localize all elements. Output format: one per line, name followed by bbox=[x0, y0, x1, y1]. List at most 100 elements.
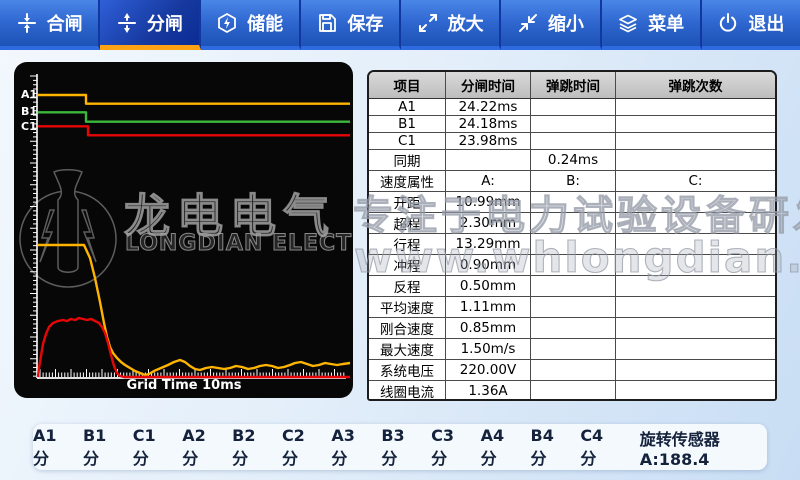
tab-close[interactable]: 合闸 bbox=[0, 0, 101, 50]
row-label: 反程 bbox=[369, 276, 446, 296]
row-value1: 24.18ms bbox=[446, 116, 531, 132]
table-body: A1 24.22ms B1 24.18ms C1 23.98ms 同期 0.24… bbox=[369, 99, 775, 399]
row-value3: C: bbox=[688, 173, 703, 189]
row-value1: 23.98ms bbox=[446, 133, 531, 149]
row-label: 刚合速度 bbox=[369, 318, 446, 338]
row-value1: 10.99mm bbox=[446, 192, 531, 212]
row-value1: 0.90mm bbox=[446, 255, 531, 275]
row-value2: B: bbox=[531, 171, 616, 191]
table-row: 平均速度 1.11mm bbox=[369, 297, 775, 318]
tab-save[interactable]: 保存 bbox=[300, 0, 401, 50]
phase-status-item: B3 分 bbox=[381, 425, 405, 468]
table-row: C1 23.98ms bbox=[369, 133, 775, 150]
row-label: A1 bbox=[369, 99, 446, 115]
zoom-in-icon bbox=[417, 12, 439, 34]
table-row: 同期 0.24ms bbox=[369, 150, 775, 171]
logo-watermark-icon bbox=[19, 169, 117, 288]
phase-status-item: C2 分 bbox=[281, 425, 305, 468]
trace-B1 bbox=[38, 111, 350, 123]
row-value1 bbox=[446, 150, 531, 170]
header-bounce-time: 弹跳时间 bbox=[531, 72, 616, 98]
tab-label: 缩小 bbox=[547, 14, 584, 35]
row-value3 bbox=[616, 360, 775, 380]
row-value2 bbox=[531, 339, 616, 359]
row-value2 bbox=[531, 318, 616, 338]
trace-label-c1: C1 bbox=[21, 120, 37, 133]
row-label: 系统电压 bbox=[369, 360, 446, 380]
phase-status-item: C1 分 bbox=[132, 425, 156, 468]
trace-label-a1: A1 bbox=[21, 88, 38, 101]
exit-icon bbox=[717, 12, 739, 34]
row-value2 bbox=[531, 213, 616, 233]
oscillogram-panel: 龙电电气 LONGDIAN ELECTRIC A1 B1 C1 Grid Tim… bbox=[14, 62, 353, 398]
row-value3 bbox=[616, 234, 775, 254]
row-value2: 0.24ms bbox=[531, 150, 616, 170]
tab-label: 菜单 bbox=[648, 14, 685, 35]
row-value1: A: bbox=[446, 171, 531, 191]
table-header-row: 项目 分闸时间 弹跳时间 弹跳次数 bbox=[369, 72, 775, 99]
tab-label: 保存 bbox=[347, 14, 384, 35]
row-value2 bbox=[531, 133, 616, 149]
row-value3 bbox=[616, 133, 775, 149]
chart-watermark-cn: 龙电电气 bbox=[123, 188, 336, 243]
row-value2 bbox=[531, 192, 616, 212]
row-label: 平均速度 bbox=[369, 297, 446, 317]
row-value1: 1.36A bbox=[446, 381, 531, 399]
phase-status-item: C4 分 bbox=[580, 425, 604, 468]
row-value3 bbox=[616, 213, 775, 233]
phase-status-item: A3 分 bbox=[331, 425, 355, 468]
tab-menu[interactable]: 菜单 bbox=[601, 0, 702, 50]
row-value3 bbox=[616, 297, 775, 317]
table-row: 行程 13.29mm bbox=[369, 234, 775, 255]
row-value1: 1.11mm bbox=[446, 297, 531, 317]
row-value2 bbox=[531, 116, 616, 132]
tab-label: 储能 bbox=[247, 14, 284, 35]
tab-label: 放大 bbox=[447, 14, 484, 35]
phase-status-item: A4 分 bbox=[480, 425, 505, 468]
results-table: 项目 分闸时间 弹跳时间 弹跳次数 A1 24.22ms B1 24.18ms … bbox=[367, 70, 777, 401]
row-label: 最大速度 bbox=[369, 339, 446, 359]
table-row: 超程 2.30mm bbox=[369, 213, 775, 234]
row-value1: 13.29mm bbox=[446, 234, 531, 254]
header-bounce-count: 弹跳次数 bbox=[668, 79, 723, 95]
table-row: A1 24.22ms bbox=[369, 99, 775, 116]
row-value3 bbox=[616, 99, 775, 115]
row-value3 bbox=[616, 192, 775, 212]
row-value1: 1.50m/s bbox=[446, 339, 531, 359]
table-row: 刚合速度 0.85mm bbox=[369, 318, 775, 339]
header-item: 项目 bbox=[369, 72, 446, 98]
tab-label: 退出 bbox=[748, 14, 785, 35]
zoom-out-icon bbox=[517, 12, 539, 34]
row-label: 冲程 bbox=[369, 255, 446, 275]
phase-status-bar: A1 分 B1 分 C1 分 A2 分 B2 分 C2 分 A3 分 B3 分 C3 分 A4 分… bbox=[33, 424, 767, 470]
phase-status-item: A2 分 bbox=[182, 425, 206, 468]
grid-time-label: Grid Time 10ms bbox=[126, 378, 242, 393]
tab-zoom-in[interactable]: 放大 bbox=[401, 0, 502, 50]
row-value3 bbox=[616, 276, 775, 296]
row-value2 bbox=[531, 276, 616, 296]
row-label: 开距 bbox=[369, 192, 446, 212]
table-row: 最大速度 1.50m/s bbox=[369, 339, 775, 360]
row-label: B1 bbox=[369, 116, 446, 132]
tab-open[interactable]: 分闸 bbox=[100, 0, 201, 50]
row-value3 bbox=[616, 255, 775, 275]
close-icon bbox=[16, 12, 38, 34]
row-value1: 0.85mm bbox=[446, 318, 531, 338]
row-value1: 2.30mm bbox=[446, 213, 531, 233]
phase-status-item: A1 分 bbox=[33, 425, 57, 468]
table-row: 反程 0.50mm bbox=[369, 276, 775, 297]
waveform-plot bbox=[19, 74, 351, 379]
row-label: 线圈电流 bbox=[369, 381, 446, 399]
tab-zoom-out[interactable]: 缩小 bbox=[501, 0, 602, 50]
row-value1: 24.22ms bbox=[446, 99, 531, 115]
table-row: 速度属性 A: B: C: bbox=[369, 171, 775, 192]
row-value2 bbox=[531, 234, 616, 254]
open-icon bbox=[116, 12, 138, 34]
chart-watermark-en: LONGDIAN ELECTRIC bbox=[125, 231, 354, 257]
row-value2 bbox=[531, 297, 616, 317]
header-open-time: 分闸时间 bbox=[446, 72, 531, 98]
phase-status-item: B1 分 bbox=[82, 425, 107, 468]
tab-energy-storage[interactable]: 储能 bbox=[200, 0, 301, 50]
tab-exit[interactable]: 退出 bbox=[701, 0, 800, 50]
